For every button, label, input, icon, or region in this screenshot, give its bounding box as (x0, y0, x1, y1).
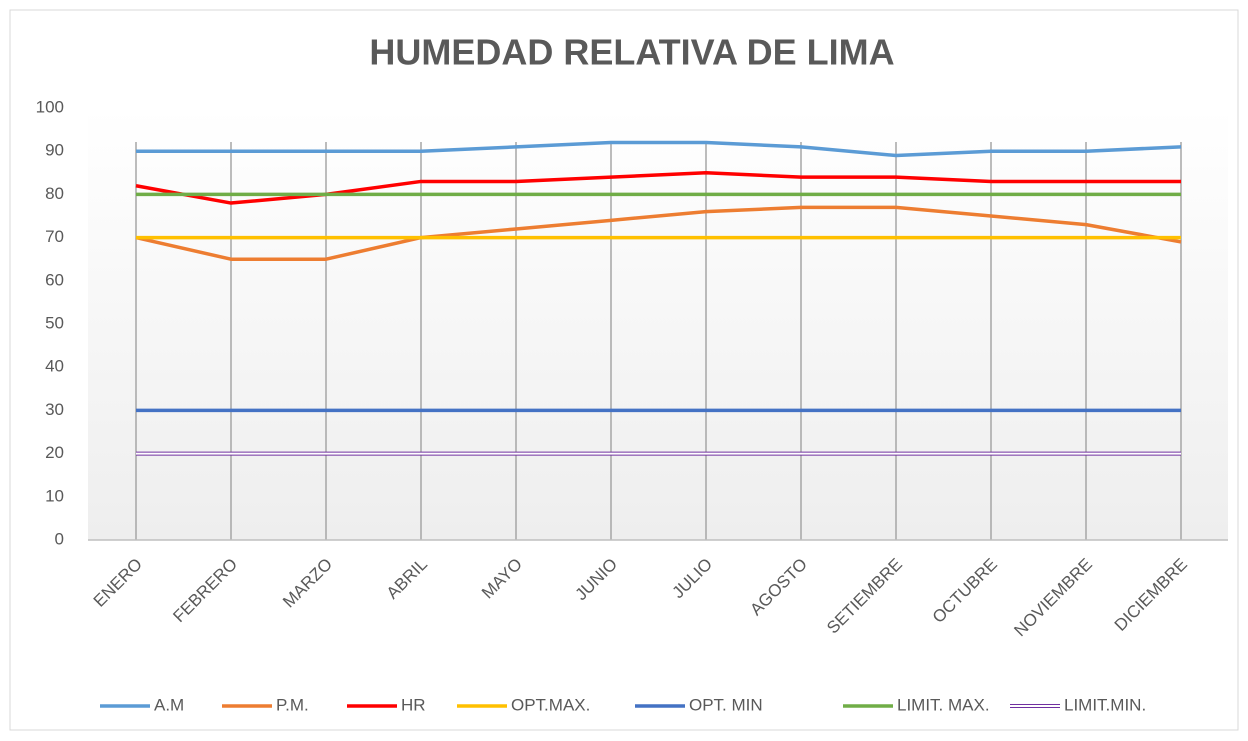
y-tick-label: 100 (36, 97, 64, 116)
y-tick-label: 60 (45, 270, 64, 289)
legend-label: OPT. MIN (689, 695, 763, 714)
legend-label: OPT.MAX. (511, 695, 590, 714)
legend-label: A.M (154, 695, 184, 714)
y-tick-label: 80 (45, 184, 64, 203)
legend-label: HR (401, 695, 426, 714)
legend-label: LIMIT. MAX. (897, 695, 990, 714)
y-tick-label: 70 (45, 227, 64, 246)
series-line (136, 140, 1182, 158)
y-tick-label: 50 (45, 313, 64, 332)
legend-label: LIMIT.MIN. (1064, 695, 1146, 714)
series-line (135, 205, 1182, 261)
chart-title: HUMEDAD RELATIVA DE LIMA (369, 32, 894, 73)
y-tick-label: 90 (45, 141, 64, 160)
plot-area (88, 108, 1228, 540)
y-tick-label: 30 (45, 400, 64, 419)
y-tick-label: 0 (55, 529, 64, 548)
y-tick-label: 20 (45, 443, 64, 462)
legend-label: P.M. (276, 695, 309, 714)
y-tick-label: 40 (45, 357, 64, 376)
y-tick-label: 10 (45, 486, 64, 505)
